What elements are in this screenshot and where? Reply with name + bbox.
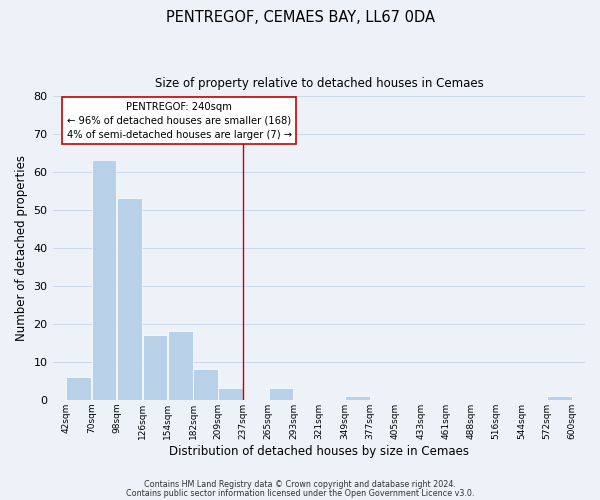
Bar bbox=[117, 198, 142, 400]
Bar bbox=[218, 388, 242, 400]
Text: PENTREGOF, CEMAES BAY, LL67 0DA: PENTREGOF, CEMAES BAY, LL67 0DA bbox=[166, 10, 434, 25]
Text: PENTREGOF: 240sqm
← 96% of detached houses are smaller (168)
4% of semi-detached: PENTREGOF: 240sqm ← 96% of detached hous… bbox=[67, 102, 292, 140]
Text: Contains public sector information licensed under the Open Government Licence v3: Contains public sector information licen… bbox=[126, 488, 474, 498]
Bar bbox=[345, 396, 370, 400]
X-axis label: Distribution of detached houses by size in Cemaes: Distribution of detached houses by size … bbox=[169, 444, 469, 458]
Bar bbox=[168, 332, 193, 400]
Y-axis label: Number of detached properties: Number of detached properties bbox=[15, 155, 28, 341]
Bar bbox=[193, 370, 218, 400]
Bar bbox=[67, 377, 91, 400]
Bar bbox=[143, 335, 167, 400]
Bar bbox=[92, 160, 116, 400]
Text: Contains HM Land Registry data © Crown copyright and database right 2024.: Contains HM Land Registry data © Crown c… bbox=[144, 480, 456, 489]
Bar bbox=[269, 388, 293, 400]
Title: Size of property relative to detached houses in Cemaes: Size of property relative to detached ho… bbox=[155, 78, 484, 90]
Bar bbox=[547, 396, 572, 400]
